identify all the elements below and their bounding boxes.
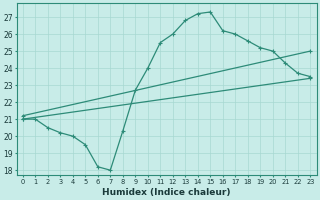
X-axis label: Humidex (Indice chaleur): Humidex (Indice chaleur) xyxy=(102,188,231,197)
